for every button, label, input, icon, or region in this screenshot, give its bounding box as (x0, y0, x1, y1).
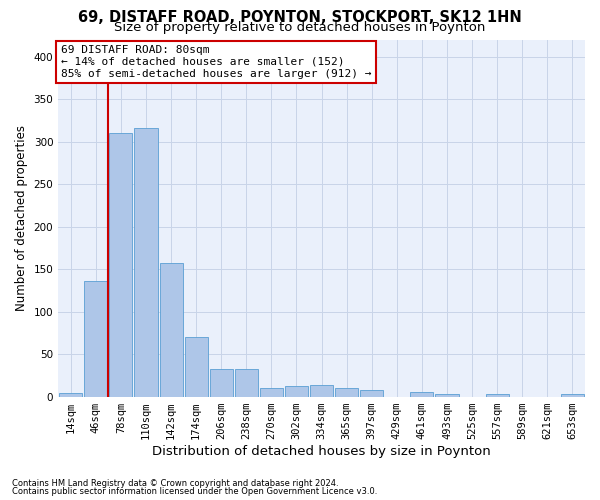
X-axis label: Distribution of detached houses by size in Poynton: Distribution of detached houses by size … (152, 444, 491, 458)
Text: 69, DISTAFF ROAD, POYNTON, STOCKPORT, SK12 1HN: 69, DISTAFF ROAD, POYNTON, STOCKPORT, SK… (78, 10, 522, 25)
Bar (59, 393, 82, 396)
Bar (485, 394, 509, 396)
Bar (84, 281, 107, 396)
Y-axis label: Number of detached properties: Number of detached properties (15, 126, 28, 312)
Bar (335, 388, 358, 396)
Bar (561, 394, 584, 396)
Bar (235, 370, 258, 396)
Bar (134, 128, 158, 396)
Bar (260, 388, 283, 396)
Bar (360, 390, 383, 396)
Bar (185, 337, 208, 396)
Bar (410, 392, 433, 396)
Bar (310, 384, 333, 396)
Bar (109, 132, 133, 396)
Bar (285, 386, 308, 396)
Text: 69 DISTAFF ROAD: 80sqm
← 14% of detached houses are smaller (152)
85% of semi-de: 69 DISTAFF ROAD: 80sqm ← 14% of detached… (61, 46, 371, 78)
Bar (436, 394, 458, 396)
Text: Contains HM Land Registry data © Crown copyright and database right 2024.: Contains HM Land Registry data © Crown c… (12, 478, 338, 488)
Text: Size of property relative to detached houses in Poynton: Size of property relative to detached ho… (115, 22, 485, 35)
Bar (160, 264, 182, 396)
Text: Contains public sector information licensed under the Open Government Licence v3: Contains public sector information licen… (12, 487, 377, 496)
Bar (209, 370, 233, 396)
